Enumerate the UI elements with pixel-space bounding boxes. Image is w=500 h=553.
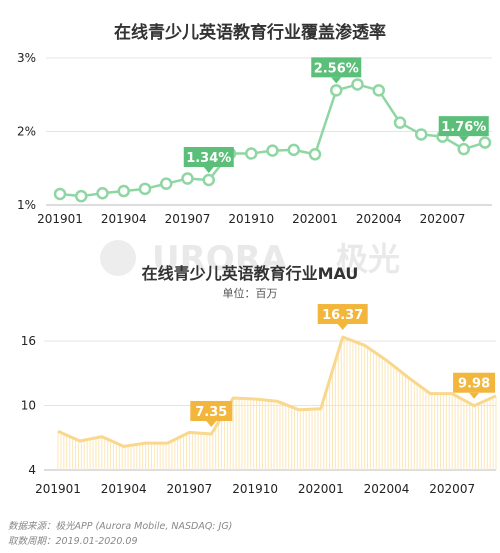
y-tick-label: 4: [28, 463, 36, 477]
y-tick-label: 1%: [17, 198, 36, 212]
callout-label: 1.76%: [441, 120, 486, 135]
data-point: [202, 173, 215, 187]
data-point: [330, 84, 343, 97]
x-tick-label: 201907: [165, 212, 211, 226]
callout-pointer: [458, 136, 469, 143]
data-point: [160, 177, 173, 190]
x-tick-label: 202004: [356, 212, 402, 226]
x-tick-label: 201901: [37, 212, 83, 226]
callout-label: 16.37: [322, 308, 363, 323]
data-point: [138, 182, 152, 196]
watermark: URORA 极光: [100, 239, 400, 279]
chart2-subtitle: 单位：百万: [223, 286, 278, 300]
data-point: [457, 142, 470, 156]
callout-box: [183, 147, 234, 168]
data-point: [245, 147, 258, 160]
x-tick-label: 201907: [166, 482, 212, 496]
x-tick-label: 202001: [298, 482, 344, 496]
data-point: [478, 136, 492, 149]
data-point: [117, 184, 130, 198]
series-line: [57, 335, 497, 448]
data-point: [393, 116, 407, 129]
x-tick-label: 201910: [232, 482, 278, 496]
callout-pointer: [203, 167, 214, 174]
callout-box: [438, 116, 489, 137]
watermark-logo-icon: [100, 240, 136, 276]
callout-pointer: [206, 420, 217, 427]
period-line: 取数周期：2019.01-2020.09: [8, 536, 138, 547]
source-line: 数据来源：极光APP (Aurora Mobile, NASDAQ: JG): [8, 521, 233, 532]
x-tick-label: 201910: [228, 212, 274, 226]
data-point: [75, 189, 88, 203]
chart1-title: 在线青少儿英语教育行业覆盖渗透率: [114, 22, 386, 43]
data-point: [53, 187, 67, 201]
callout-pointer: [469, 392, 480, 399]
callout-box: [190, 400, 233, 421]
x-tick-label: 202001: [292, 212, 338, 226]
x-tick-label: 202007: [429, 482, 475, 496]
y-tick-label: 2%: [17, 125, 36, 139]
data-point: [351, 78, 364, 91]
callout-label: 9.98: [458, 377, 490, 392]
data-point: [372, 84, 385, 97]
data-point: [287, 143, 300, 157]
callout-label: 2.56%: [314, 61, 359, 76]
data-point: [308, 148, 322, 161]
y-tick-label: 10: [21, 399, 36, 413]
y-tick-label: 16: [21, 334, 36, 348]
x-tick-label: 201901: [35, 482, 81, 496]
callout-pointer: [331, 77, 342, 84]
data-point: [181, 172, 194, 185]
data-point: [415, 128, 428, 141]
chart2-title: 在线青少儿英语教育行业MAU: [142, 264, 359, 283]
x-tick-label: 202004: [364, 482, 410, 496]
x-tick-label: 201904: [101, 482, 147, 496]
y-tick-label: 3%: [17, 51, 36, 65]
watermark-text: URORA: [152, 239, 288, 279]
data-point: [266, 144, 279, 157]
callout-label: 1.34%: [186, 151, 231, 166]
x-tick-label: 201904: [101, 212, 147, 226]
callout-pointer: [337, 324, 348, 331]
x-tick-label: 202007: [420, 212, 466, 226]
callout-label: 7.35: [195, 405, 227, 420]
callout-box: [317, 304, 368, 325]
data-point: [96, 186, 109, 200]
watermark-cn: 极光: [336, 240, 400, 278]
callout-box: [311, 57, 362, 78]
callout-box: [453, 372, 496, 393]
